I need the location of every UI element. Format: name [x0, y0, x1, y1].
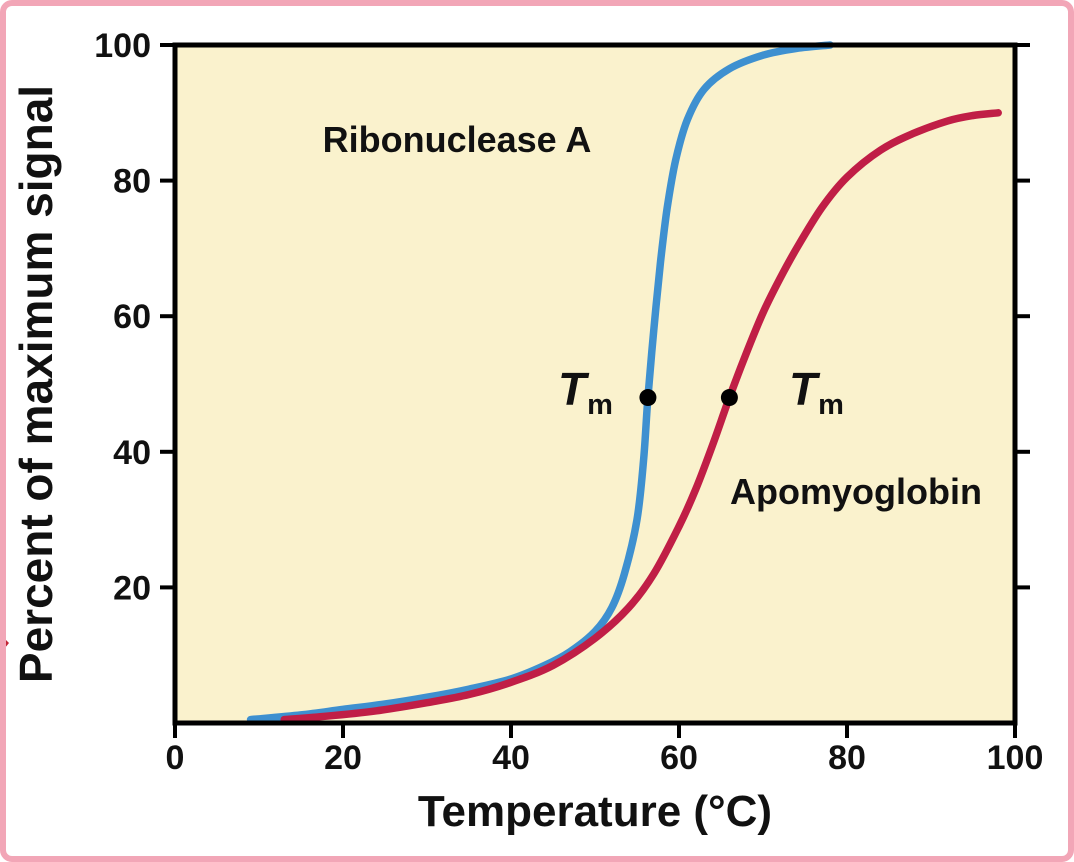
x-tick-label: 0 — [166, 739, 185, 777]
x-tick-label: 80 — [828, 739, 866, 777]
tm-symbol: T — [789, 363, 818, 415]
x-tick-label: 100 — [987, 739, 1044, 777]
x-axis-title: Temperature (°C) — [417, 787, 773, 836]
y-tick-label: 20 — [113, 569, 151, 607]
curve-apomyoglobin — [280, 109, 1002, 724]
y-tick-label: 80 — [113, 163, 151, 201]
plot-frame — [172, 42, 1018, 726]
tm-symbol: T — [558, 363, 587, 415]
x-tick-label: 40 — [492, 739, 530, 777]
tm-subscript: m — [587, 389, 613, 421]
tm-dot — [720, 389, 738, 407]
series-label-apomyoglobin: Apomyoglobin — [730, 471, 982, 512]
curve-ribonuclease-a — [246, 41, 834, 724]
tm-dot — [639, 389, 657, 407]
tm-subscript: m — [818, 389, 844, 421]
x-tick-label: 20 — [324, 739, 362, 777]
y-tick-label: 40 — [113, 434, 151, 472]
x-tick-label: 60 — [660, 739, 698, 777]
series-label-ribonuclease-a: Ribonuclease A — [322, 119, 592, 160]
y-tick-label: 100 — [94, 27, 151, 65]
y-axis-title: Percent of maximum signal — [10, 84, 62, 684]
tm-annotation-apomyoglobin: Tm — [789, 362, 844, 421]
tm-annotation-ribonuclease-a: Tm — [558, 362, 613, 421]
y-tick-label: 60 — [113, 298, 151, 336]
